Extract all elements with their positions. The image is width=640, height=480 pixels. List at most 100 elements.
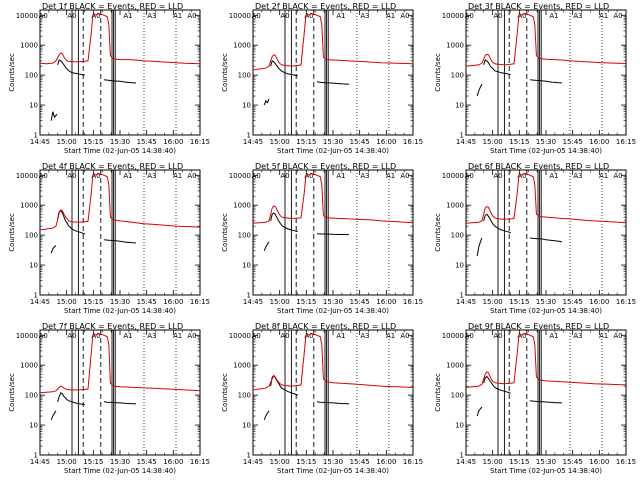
y-tick-label: 1000 — [446, 362, 464, 370]
x-tick-label: 16:15 — [616, 138, 636, 146]
attenuator-marker: A0 — [400, 332, 409, 340]
detector-panel-8: Det 8f BLACK = Events, RED = LLD 1 10 100 10… — [213, 320, 426, 480]
y-tick-label: 1 — [34, 132, 38, 140]
attenuator-marker: A0 — [613, 12, 622, 20]
attenuator-marker: A0 — [465, 172, 474, 180]
y-axis-label: Counts/sec — [8, 53, 16, 92]
y-tick-label: 10000 — [16, 332, 38, 340]
chart-svg: Det 6f BLACK = Events, RED = LLD 1 10 100 10… — [434, 162, 636, 315]
chart-svg: Det 9f BLACK = Events, RED = LLD 1 10 100 10… — [434, 322, 636, 475]
x-tick-label: 15:45 — [350, 298, 370, 306]
x-tick-label: 16:15 — [403, 298, 423, 306]
x-tick-label: 15:15 — [509, 458, 529, 466]
x-tick-label: 15:00 — [483, 458, 503, 466]
x-tick-label: 15:00 — [270, 458, 290, 466]
attenuator-marker: A1 — [386, 12, 395, 20]
x-tick-label: 16:00 — [376, 138, 396, 146]
chart-title: Det 3f BLACK = Events, RED = LLD — [468, 2, 609, 11]
x-tick-label: 14:45 — [30, 138, 50, 146]
y-tick-label: 1000 — [233, 362, 251, 370]
y-axis-label: Counts/sec — [221, 213, 229, 252]
attenuator-marker: A3 — [360, 172, 369, 180]
x-tick-label: 15:45 — [563, 298, 583, 306]
y-tick-label: 10 — [242, 102, 251, 110]
chart-title: Det 4f BLACK = Events, RED = LLD — [42, 162, 183, 171]
x-axis-label: Start Time (02-Jun-05 14:38:40) — [64, 467, 176, 475]
x-tick-label: 15:00 — [57, 138, 77, 146]
chart-title: Det 6f BLACK = Events, RED = LLD — [468, 162, 609, 171]
x-axis-label: Start Time (02-Jun-05 14:38:40) — [277, 467, 389, 475]
attenuator-marker: A3 — [360, 332, 369, 340]
x-tick-label: 15:15 — [83, 458, 103, 466]
attenuator-marker: A0 — [613, 172, 622, 180]
attenuator-marker: A1 — [599, 12, 608, 20]
x-tick-label: 16:15 — [190, 298, 210, 306]
attenuator-marker: A3 — [147, 12, 156, 20]
x-tick-label: 15:15 — [83, 298, 103, 306]
attenuator-marker: A1 — [386, 332, 395, 340]
attenuator-marker: A0 — [91, 12, 100, 20]
x-tick-label: 16:15 — [190, 458, 210, 466]
attenuator-marker: A0 — [517, 172, 526, 180]
events-series-line — [529, 79, 563, 84]
y-tick-label: 100 — [238, 392, 251, 400]
y-tick-label: 1000 — [233, 202, 251, 210]
x-tick-label: 14:45 — [243, 138, 263, 146]
chart-svg: Det 4f BLACK = Events, RED = LLD 1 10 100 10… — [8, 162, 210, 315]
events-series-line — [57, 59, 85, 76]
x-tick-label: 15:30 — [323, 298, 343, 306]
chart-title: Det 9f BLACK = Events, RED = LLD — [468, 322, 609, 331]
y-tick-label: 1 — [247, 292, 251, 300]
attenuator-marker: A1 — [173, 332, 182, 340]
x-tick-label: 15:00 — [270, 298, 290, 306]
x-tick-label: 16:15 — [403, 138, 423, 146]
y-tick-label: 1 — [460, 292, 464, 300]
x-tick-label: 16:00 — [376, 298, 396, 306]
y-tick-label: 1000 — [20, 362, 38, 370]
x-tick-label: 15:45 — [563, 138, 583, 146]
lld-series-line — [252, 13, 414, 71]
y-tick-label: 1000 — [446, 202, 464, 210]
x-tick-label: 15:15 — [296, 298, 316, 306]
x-axis-label: Start Time (02-Jun-05 14:38:40) — [277, 307, 389, 315]
y-tick-label: 100 — [238, 72, 251, 80]
events-series-line — [316, 81, 349, 85]
attenuator-marker: A3 — [573, 12, 582, 20]
detector-panel-5: Det 5f BLACK = Events, RED = LLD 1 10 100 10… — [213, 160, 426, 320]
y-tick-label: 10 — [455, 102, 464, 110]
attenuator-marker: A0 — [187, 172, 196, 180]
x-tick-label: 15:00 — [57, 298, 77, 306]
x-tick-label: 15:30 — [536, 458, 556, 466]
attenuator-marker: A3 — [360, 12, 369, 20]
attenuator-marker: A0 — [67, 172, 76, 180]
attenuator-marker: A1 — [123, 12, 132, 20]
chart-title: Det 5f BLACK = Events, RED = LLD — [255, 162, 396, 171]
x-tick-label: 15:45 — [350, 138, 370, 146]
attenuator-marker: A1 — [336, 172, 345, 180]
detector-panel-2: Det 2f BLACK = Events, RED = LLD 1 10 100 10… — [213, 0, 426, 160]
attenuator-marker: A1 — [173, 172, 182, 180]
events-series-line — [317, 233, 349, 236]
attenuator-marker: A0 — [91, 332, 100, 340]
attenuator-marker: A1 — [386, 172, 395, 180]
x-tick-label: 15:45 — [137, 138, 157, 146]
chart-title: Det 1f BLACK = Events, RED = LLD — [42, 2, 183, 11]
attenuator-marker: A0 — [613, 332, 622, 340]
x-tick-label: 15:00 — [483, 298, 503, 306]
y-tick-label: 10 — [29, 262, 38, 270]
events-series-line — [483, 375, 511, 394]
y-tick-label: 1 — [460, 132, 464, 140]
y-tick-label: 10000 — [16, 12, 38, 20]
lld-series-line — [39, 173, 201, 231]
attenuator-marker: A1 — [549, 172, 558, 180]
y-tick-label: 100 — [451, 392, 464, 400]
events-series-line — [50, 245, 57, 254]
events-series-line — [103, 79, 136, 84]
x-tick-label: 15:30 — [323, 458, 343, 466]
attenuator-marker: A1 — [123, 332, 132, 340]
y-tick-label: 100 — [25, 72, 38, 80]
x-axis-label: Start Time (02-Jun-05 14:38:40) — [490, 307, 602, 315]
attenuator-marker: A0 — [493, 332, 502, 340]
attenuator-marker: A0 — [252, 12, 261, 20]
